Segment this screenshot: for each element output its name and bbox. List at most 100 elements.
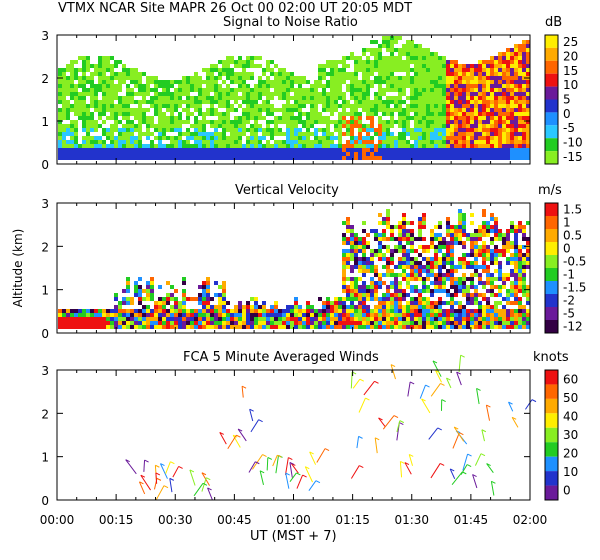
field-cell bbox=[310, 152, 314, 156]
field-cell bbox=[206, 301, 210, 305]
field-cell bbox=[378, 48, 382, 52]
field-cell bbox=[458, 96, 462, 100]
field-cell bbox=[486, 80, 490, 84]
wind-barb bbox=[430, 383, 441, 397]
field-cell bbox=[402, 100, 406, 104]
field-cell bbox=[162, 100, 166, 104]
field-cell bbox=[522, 273, 526, 277]
field-cell bbox=[510, 253, 514, 257]
field-cell bbox=[482, 229, 486, 233]
field-cell bbox=[326, 301, 330, 305]
field-cell bbox=[490, 257, 494, 261]
field-cell bbox=[158, 112, 162, 116]
field-cell bbox=[374, 52, 378, 56]
field-cell bbox=[334, 92, 338, 96]
field-cell bbox=[414, 325, 418, 329]
field-cell bbox=[66, 128, 70, 132]
field-cell bbox=[490, 100, 494, 104]
field-cell bbox=[130, 156, 134, 160]
field-cell bbox=[394, 309, 398, 313]
field-cell bbox=[246, 88, 250, 92]
field-cell bbox=[82, 56, 86, 60]
field-cell bbox=[118, 120, 122, 124]
field-cell bbox=[82, 96, 86, 100]
field-cell bbox=[498, 317, 502, 321]
field-cell bbox=[138, 277, 142, 281]
field-cell bbox=[394, 305, 398, 309]
field-cell bbox=[314, 104, 318, 108]
field-cell bbox=[422, 52, 426, 56]
field-cell bbox=[418, 305, 422, 309]
field-cell bbox=[518, 269, 522, 273]
field-cell bbox=[418, 273, 422, 277]
field-cell bbox=[414, 104, 418, 108]
field-cell bbox=[434, 148, 438, 152]
field-cell bbox=[162, 325, 166, 329]
field-cell bbox=[238, 156, 242, 160]
field-cell bbox=[186, 112, 190, 116]
field-cell bbox=[170, 104, 174, 108]
field-cell bbox=[354, 152, 358, 156]
field-cell bbox=[462, 285, 466, 289]
field-cell bbox=[378, 301, 382, 305]
field-cell bbox=[82, 68, 86, 72]
field-cell bbox=[418, 136, 422, 140]
field-cell bbox=[482, 221, 486, 225]
field-cell bbox=[514, 120, 518, 124]
field-cell bbox=[422, 88, 426, 92]
field-cell bbox=[242, 132, 246, 136]
field-cell bbox=[118, 148, 122, 152]
field-cell bbox=[434, 321, 438, 325]
field-cell bbox=[514, 112, 518, 116]
field-cell bbox=[290, 124, 294, 128]
field-cell bbox=[58, 124, 62, 128]
field-cell bbox=[354, 76, 358, 80]
field-cell bbox=[458, 72, 462, 76]
field-cell bbox=[422, 237, 426, 241]
field-cell bbox=[274, 116, 278, 120]
field-cell bbox=[510, 301, 514, 305]
field-cell bbox=[466, 136, 470, 140]
field-cell bbox=[338, 156, 342, 160]
field-cell bbox=[526, 120, 530, 124]
field-cell bbox=[198, 92, 202, 96]
field-cell bbox=[126, 289, 130, 293]
field-cell bbox=[414, 317, 418, 321]
field-cell bbox=[406, 293, 410, 297]
field-cell bbox=[370, 60, 374, 64]
field-cell bbox=[498, 136, 502, 140]
field-cell bbox=[302, 317, 306, 321]
field-cell bbox=[334, 108, 338, 112]
field-cell bbox=[378, 221, 382, 225]
field-cell bbox=[346, 237, 350, 241]
field-cell bbox=[494, 325, 498, 329]
field-cell bbox=[494, 293, 498, 297]
field-cell bbox=[310, 325, 314, 329]
field-cell bbox=[326, 309, 330, 313]
field-cell bbox=[178, 112, 182, 116]
field-cell bbox=[174, 152, 178, 156]
field-cell bbox=[446, 112, 450, 116]
field-cell bbox=[494, 152, 498, 156]
field-cell bbox=[378, 257, 382, 261]
field-cell bbox=[378, 309, 382, 313]
field-cell bbox=[290, 144, 294, 148]
field-cell bbox=[470, 317, 474, 321]
field-cell bbox=[110, 132, 114, 136]
field-cell bbox=[86, 325, 90, 329]
wind-barb bbox=[140, 474, 151, 491]
field-cell bbox=[222, 112, 226, 116]
field-cell bbox=[462, 317, 466, 321]
field-cell bbox=[318, 112, 322, 116]
field-cell bbox=[494, 257, 498, 261]
field-cell bbox=[90, 148, 94, 152]
field-cell bbox=[254, 152, 258, 156]
field-cell bbox=[230, 68, 234, 72]
field-cell bbox=[302, 96, 306, 100]
field-cell bbox=[310, 144, 314, 148]
field-cell bbox=[510, 96, 514, 100]
field-cell bbox=[306, 124, 310, 128]
wind-barb bbox=[232, 434, 241, 448]
field-cell bbox=[230, 108, 234, 112]
field-cell bbox=[238, 76, 242, 80]
